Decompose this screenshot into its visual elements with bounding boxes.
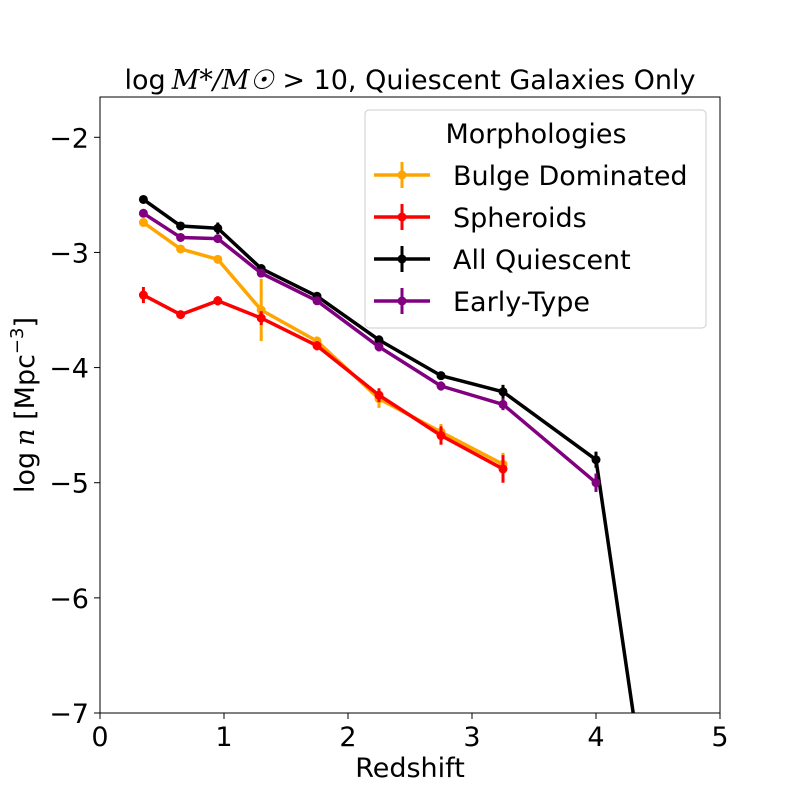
- legend-title: Morphologies: [445, 119, 626, 150]
- legend-label-all-quiescent: All Quiescent: [453, 245, 631, 276]
- y-tick-label: −6: [49, 584, 89, 615]
- data-point-spheroids: [138, 290, 148, 300]
- data-point-all-quiescent: [138, 194, 148, 204]
- data-point-spheroids: [374, 390, 384, 400]
- chart-title: log M*/M☉ > 10, Quiescent Galaxies Only: [125, 65, 696, 96]
- data-point-early-type: [591, 478, 601, 488]
- y-axis-label: logn [Mpc−3]: [7, 317, 41, 493]
- data-point-early-type: [176, 232, 186, 242]
- data-point-spheroids: [498, 464, 508, 474]
- data-point-early-type: [138, 208, 148, 218]
- legend-label-early-type: Early-Type: [453, 287, 590, 318]
- series-layer: [138, 194, 635, 713]
- data-point-bulge-dominated: [256, 305, 266, 315]
- data-point-all-quiescent: [591, 455, 601, 465]
- y-tick-label: −2: [49, 123, 89, 154]
- data-point-early-type: [374, 342, 384, 352]
- x-tick-label: 2: [339, 722, 356, 753]
- data-point-spheroids: [312, 341, 322, 351]
- legend-entry-bulge-dominated: Bulge Dominated: [374, 161, 688, 192]
- x-tick-label: 5: [711, 722, 728, 753]
- legend-marker-spheroids: [397, 212, 407, 222]
- legend-marker-bulge-dominated: [397, 170, 407, 180]
- legend-box: [364, 109, 707, 329]
- legend-label-bulge-dominated: Bulge Dominated: [453, 161, 688, 192]
- data-point-spheroids: [436, 431, 446, 441]
- data-point-bulge-dominated: [213, 254, 223, 264]
- data-point-early-type: [498, 399, 508, 409]
- legend-marker-early-type: [397, 296, 407, 306]
- legend-entry-all-quiescent: All Quiescent: [374, 245, 631, 276]
- x-axis-label: Redshift: [355, 753, 465, 784]
- data-point-all-quiescent: [176, 221, 186, 231]
- series-line-spheroids: [142, 293, 504, 471]
- data-point-spheroids: [176, 310, 186, 320]
- x-axis: 0 1 2 3 4 5: [91, 713, 729, 753]
- data-point-spheroids: [213, 296, 223, 306]
- data-point-all-quiescent: [436, 371, 446, 381]
- legend: Morphologies Bulge Dominated Spheroids All…: [364, 109, 707, 329]
- legend-label-spheroids: Spheroids: [453, 203, 587, 234]
- data-point-all-quiescent: [213, 223, 223, 233]
- data-point-all-quiescent: [374, 335, 384, 345]
- data-point-all-quiescent: [498, 387, 508, 397]
- x-tick-label: 0: [91, 722, 108, 753]
- data-point-early-type: [213, 234, 223, 244]
- data-point-bulge-dominated: [176, 244, 186, 254]
- data-point-spheroids: [256, 313, 266, 323]
- legend-entry-early-type: Early-Type: [374, 287, 590, 318]
- x-tick-label: 4: [587, 722, 604, 753]
- series-line-all-quiescent: [142, 198, 635, 713]
- x-tick-label: 3: [463, 722, 480, 753]
- series-line-bulge-dominated: [142, 221, 504, 466]
- series-spheroids: [138, 286, 508, 483]
- data-point-early-type: [312, 296, 322, 306]
- data-point-early-type: [436, 381, 446, 391]
- y-tick-label: −5: [49, 469, 89, 500]
- legend-entry-spheroids: Spheroids: [374, 203, 587, 234]
- y-tick-label: −4: [49, 354, 89, 385]
- legend-marker-all-quiescent: [397, 254, 407, 264]
- data-point-early-type: [256, 268, 266, 278]
- y-tick-label: −3: [49, 238, 89, 269]
- plot-frame: [99, 96, 721, 714]
- data-point-bulge-dominated: [138, 218, 148, 228]
- series-early-type: [138, 208, 601, 492]
- x-tick-label: 1: [215, 722, 232, 753]
- y-axis: −7 −6 −5 −4 −3 −2: [49, 123, 100, 730]
- y-tick-label: −7: [49, 699, 89, 730]
